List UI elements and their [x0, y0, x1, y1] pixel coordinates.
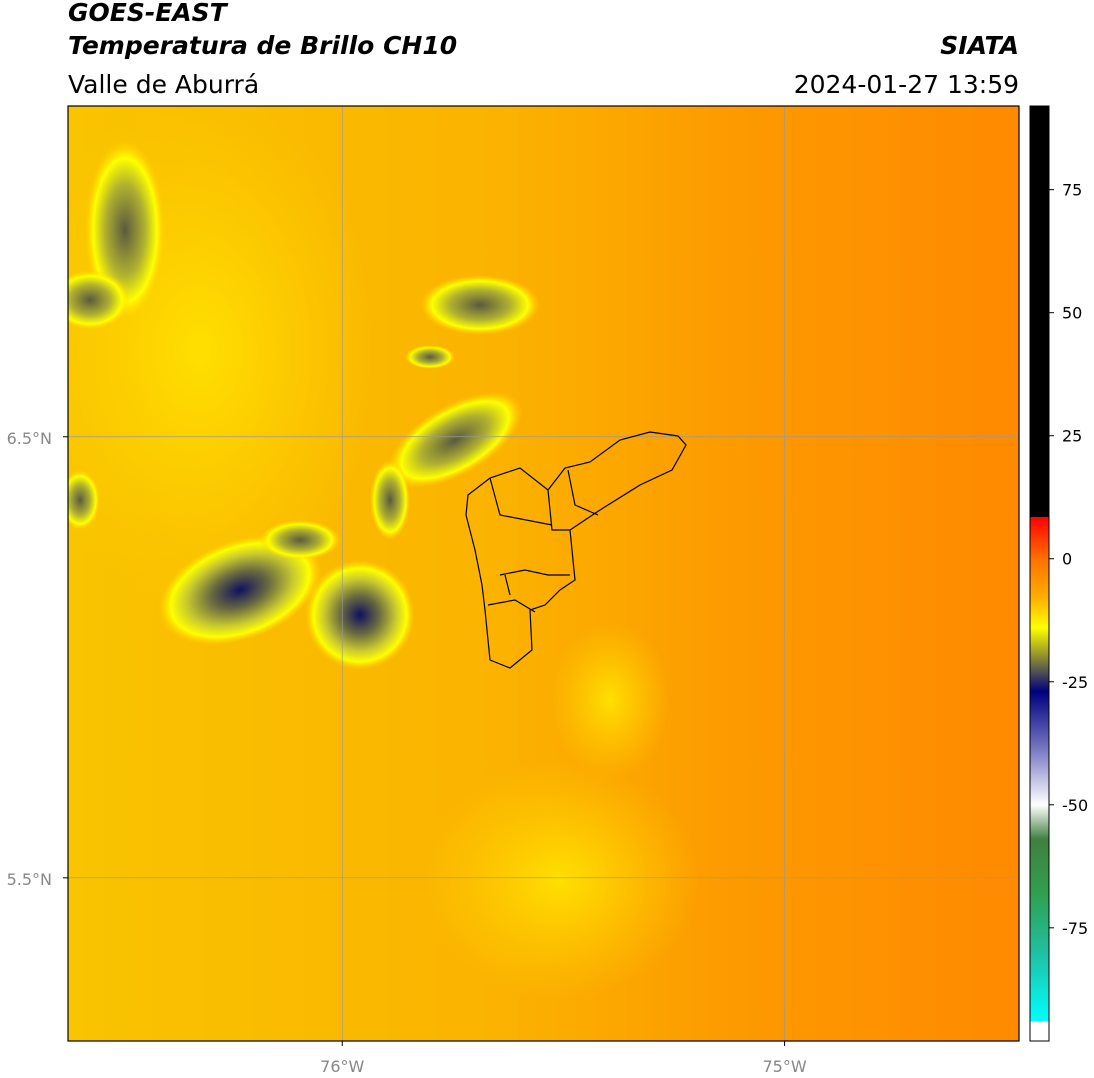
colorbar-tick-label: 25 [1062, 427, 1082, 446]
subtitle: Temperatura de Brillo CH10 [68, 31, 457, 60]
y-tick-label: 6.5°N [7, 429, 52, 448]
colorbar-tick-label: 50 [1062, 304, 1082, 323]
y-tick-label: 5.5°N [7, 870, 52, 889]
colorbar-tick-label: -50 [1062, 796, 1088, 815]
source: SIATA [940, 31, 1019, 60]
temperature-field [68, 106, 1019, 1041]
cloud [158, 534, 322, 646]
cloud [370, 460, 410, 540]
title: GOES-EAST [68, 0, 229, 27]
cloud [420, 275, 540, 335]
colorbar-tick-label: -75 [1062, 919, 1088, 938]
x-tick-label: 75°W [762, 1057, 806, 1076]
cloud [305, 560, 415, 670]
colorbar-tick-label: 0 [1062, 550, 1072, 569]
cloud [68, 270, 130, 330]
cloud [260, 520, 340, 560]
colorbar [1029, 105, 1050, 1042]
municipal-boundaries [465, 431, 687, 669]
x-tick-label: 76°W [320, 1057, 364, 1076]
colorbar-tick-label: 75 [1062, 181, 1082, 200]
colorbar-tick-label: -25 [1062, 673, 1088, 692]
cloud [387, 391, 523, 489]
cloud [405, 345, 455, 369]
cloud [68, 470, 100, 530]
warm-area [550, 620, 670, 780]
datetime: 2024-01-27 13:59 [794, 70, 1019, 99]
grid [68, 106, 1019, 1041]
region: Valle de Aburrá [68, 70, 259, 99]
warm-area [420, 760, 700, 1000]
map-frame [67, 105, 1020, 1042]
